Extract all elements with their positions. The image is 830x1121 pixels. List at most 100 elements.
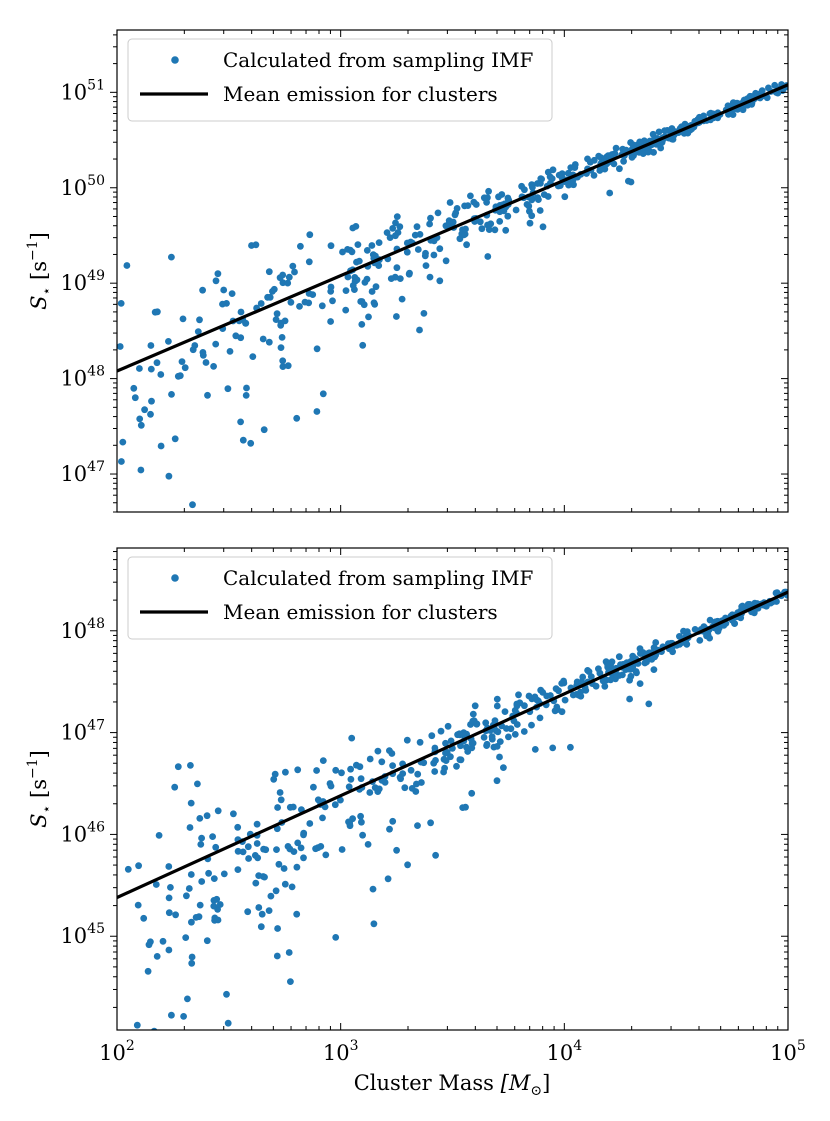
data-point — [153, 953, 161, 960]
data-point — [684, 129, 692, 137]
data-point — [135, 862, 143, 870]
data-point — [181, 364, 189, 372]
data-point — [421, 252, 429, 260]
data-point — [258, 910, 266, 918]
data-point — [216, 901, 224, 908]
data-point — [165, 338, 172, 345]
data-point — [468, 739, 476, 747]
data-point — [691, 626, 699, 633]
data-point — [137, 421, 145, 429]
data-point — [261, 873, 268, 881]
data-point — [470, 198, 478, 206]
data-point — [476, 218, 484, 226]
data-point — [492, 727, 500, 735]
data-point — [478, 225, 486, 233]
data-point — [234, 866, 242, 873]
data-point — [531, 693, 539, 701]
y-axis-title: S⋆ [s−1] — [25, 750, 55, 828]
data-point — [393, 846, 400, 854]
y-tick-label: 1050 — [60, 173, 105, 200]
data-point — [495, 193, 502, 201]
data-point — [592, 682, 600, 690]
data-point — [539, 223, 547, 231]
data-point — [253, 820, 261, 828]
data-point — [300, 831, 307, 839]
data-point — [257, 923, 265, 931]
data-point — [196, 316, 203, 324]
data-point — [147, 410, 154, 418]
data-point — [214, 270, 222, 278]
data-point — [310, 783, 317, 791]
data-point — [210, 902, 218, 910]
data-point — [179, 315, 187, 323]
data-point — [165, 472, 173, 480]
data-point — [378, 758, 386, 766]
data-point — [140, 914, 148, 922]
data-point — [210, 897, 218, 904]
x-axis-title: Cluster Mass [M⊙] — [354, 1071, 551, 1099]
data-point — [306, 820, 314, 827]
data-point — [655, 128, 663, 136]
data-point — [738, 603, 746, 610]
data-point — [403, 239, 411, 247]
data-point — [332, 766, 340, 774]
x-tick-label: 104 — [547, 1038, 583, 1065]
data-point — [260, 845, 267, 853]
data-point — [595, 665, 602, 673]
data-point — [389, 762, 396, 769]
data-point — [432, 851, 439, 859]
data-point — [252, 241, 260, 249]
data-point — [366, 789, 374, 796]
data-point — [267, 892, 275, 900]
data-point — [445, 217, 453, 225]
data-point — [620, 157, 627, 165]
y-tick-label: 1045 — [60, 921, 105, 948]
data-point — [636, 680, 644, 687]
data-point — [151, 1027, 158, 1030]
data-point — [575, 691, 583, 699]
data-point — [505, 733, 512, 741]
data-point — [368, 242, 376, 249]
data-point — [453, 762, 460, 770]
data-point — [285, 949, 293, 956]
data-point — [626, 676, 633, 684]
data-point — [447, 737, 455, 745]
data-point — [626, 695, 633, 703]
legend-label: Mean emission for clusters — [223, 82, 498, 106]
data-point — [211, 914, 219, 922]
data-point — [442, 257, 450, 265]
data-point — [493, 743, 501, 750]
data-point — [564, 169, 572, 177]
data-point — [372, 283, 380, 291]
data-point — [513, 702, 521, 710]
data-point — [247, 439, 255, 447]
data-point — [189, 501, 196, 509]
data-point — [627, 178, 635, 186]
data-point — [255, 904, 263, 911]
data-point — [606, 189, 614, 197]
data-point — [346, 246, 354, 254]
data-point — [205, 869, 213, 877]
data-point — [273, 846, 280, 853]
data-point — [146, 1076, 153, 1083]
data-point — [534, 194, 542, 202]
data-point — [403, 248, 411, 256]
data-point — [185, 885, 193, 892]
data-point — [436, 277, 444, 285]
data-point — [525, 202, 533, 210]
data-point — [204, 391, 211, 399]
data-point — [561, 696, 569, 704]
data-point — [389, 817, 397, 825]
data-point — [209, 833, 217, 840]
data-point — [431, 768, 439, 775]
data-point — [637, 650, 644, 657]
data-point — [342, 306, 350, 314]
data-point — [500, 207, 508, 215]
data-point — [461, 230, 469, 238]
data-point — [358, 321, 366, 328]
data-point — [182, 934, 190, 941]
data-point — [375, 239, 383, 247]
mean-emission-line — [117, 83, 788, 373]
data-point — [314, 844, 322, 852]
data-point — [537, 175, 545, 183]
